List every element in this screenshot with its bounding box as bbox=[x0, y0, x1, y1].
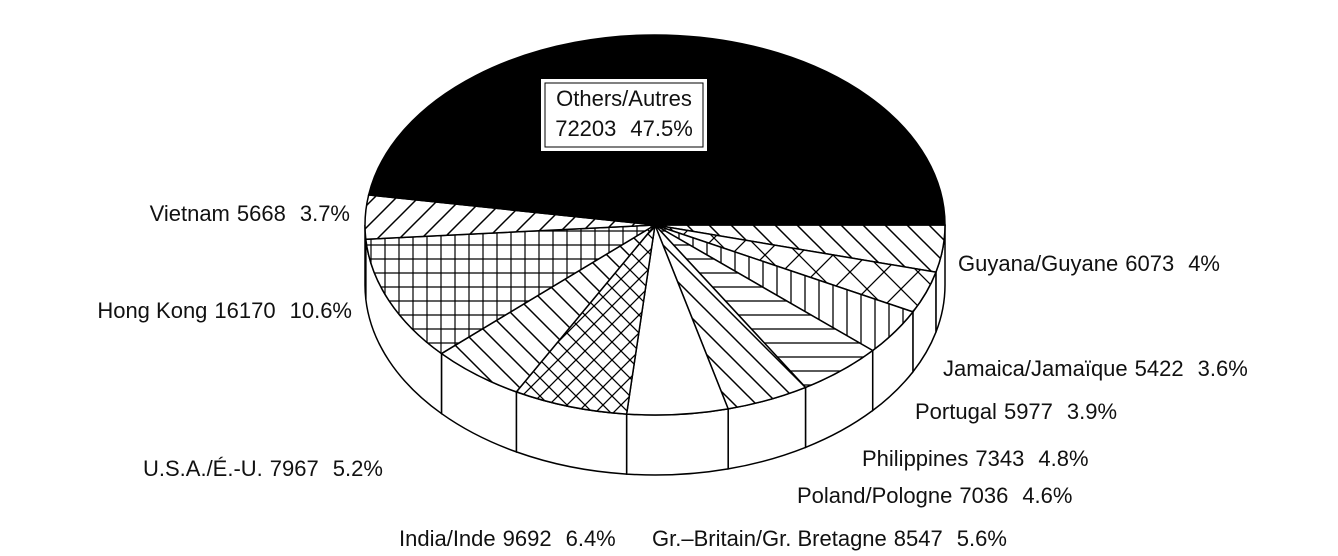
slice-label: Poland/Pologne 7036 4.6% bbox=[797, 483, 1072, 508]
label-count: 5668 bbox=[237, 201, 286, 226]
slice-label: Vietnam 5668 3.7% bbox=[150, 201, 350, 226]
slice-label: India/Inde 9692 6.4% bbox=[399, 526, 616, 551]
label-name: Others/Autres bbox=[556, 86, 692, 111]
label-name: Gr.–Britain/Gr. Bretagne bbox=[652, 526, 887, 551]
label-name: Philippines bbox=[862, 446, 968, 471]
label-percent: 4.6% bbox=[1022, 483, 1072, 508]
pie-wall bbox=[625, 407, 729, 476]
pie-slice bbox=[364, 224, 656, 355]
label-percent: 5.2% bbox=[333, 456, 383, 481]
label-box-inner bbox=[544, 82, 704, 148]
label-name: Portugal bbox=[915, 399, 997, 424]
label-count: 7036 bbox=[959, 483, 1008, 508]
labels: Guyana/Guyane 6073 4% Jamaica/Jamaïque 5422 3… bbox=[97, 77, 1248, 551]
label-percent: 4.8% bbox=[1038, 446, 1088, 471]
label-percent: 3.9% bbox=[1067, 399, 1117, 424]
slice-label: U.S.A./É.-U. 7967 5.2% bbox=[143, 456, 383, 481]
label-percent: 6.4% bbox=[566, 526, 616, 551]
slice-label: Hong Kong 16170 10.6% bbox=[97, 298, 352, 323]
label-percent: 10.6% bbox=[290, 298, 352, 323]
slice-label: Gr.–Britain/Gr. Bretagne 8547 5.6% bbox=[652, 526, 1007, 551]
label-count: 9692 bbox=[503, 526, 552, 551]
label-count: 5977 bbox=[1004, 399, 1053, 424]
label-percent: 3.6% bbox=[1198, 356, 1248, 381]
label-percent: 4% bbox=[1188, 251, 1220, 276]
label-name: Jamaica/Jamaïque bbox=[943, 356, 1128, 381]
label-name: Poland/Pologne bbox=[797, 483, 952, 508]
label-box bbox=[539, 77, 709, 153]
slice-label: Guyana/Guyane 6073 4% bbox=[958, 251, 1220, 276]
label-count: 7343 bbox=[975, 446, 1024, 471]
label-name: U.S.A./É.-U. bbox=[143, 456, 263, 481]
label-count: 7967 bbox=[270, 456, 319, 481]
slice-label: Jamaica/Jamaïque 5422 3.6% bbox=[943, 356, 1248, 381]
label-name: Guyana/Guyane bbox=[958, 251, 1118, 276]
slice-label: Philippines 7343 4.8% bbox=[862, 446, 1089, 471]
slice-label: Portugal 5977 3.9% bbox=[915, 399, 1117, 424]
pie-slice bbox=[515, 222, 657, 415]
label-count: 16170 bbox=[214, 298, 275, 323]
label-name: Hong Kong bbox=[97, 298, 207, 323]
label-name: India/Inde bbox=[399, 526, 496, 551]
pie-walls bbox=[364, 224, 946, 476]
label-count: 6073 bbox=[1125, 251, 1174, 276]
label-name: Vietnam bbox=[150, 201, 230, 226]
label-percent: 5.6% bbox=[957, 526, 1007, 551]
label-count: 5422 bbox=[1135, 356, 1184, 381]
label-count: 72203 bbox=[555, 116, 616, 141]
label-count: 8547 bbox=[894, 526, 943, 551]
label-percent: 3.7% bbox=[300, 201, 350, 226]
slice-label: 72203 47.5% bbox=[555, 116, 693, 141]
label-percent: 47.5% bbox=[630, 116, 692, 141]
